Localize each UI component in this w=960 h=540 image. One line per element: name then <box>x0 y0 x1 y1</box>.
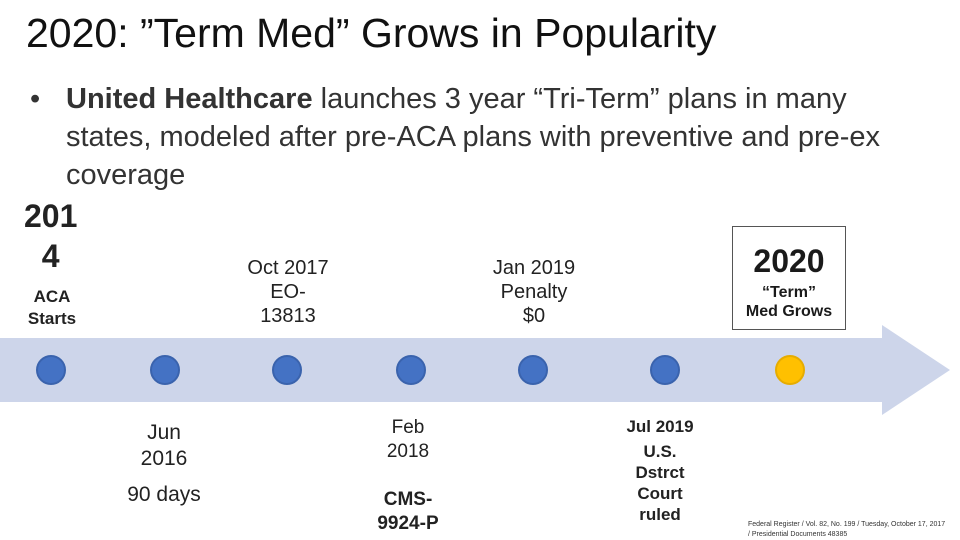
timeline-node-2020 <box>775 355 805 385</box>
bullet-icon: • <box>30 83 41 115</box>
label-box-2020: 2020 “Term” Med Grows <box>732 226 846 330</box>
timeline-node-2014 <box>36 355 66 385</box>
label-jan-2019: Jan 2019 Penalty $0 <box>492 257 576 327</box>
timeline-node-feb-2018 <box>396 355 426 385</box>
bullet-bold-text: United Healthcare <box>66 83 313 115</box>
timeline-node-jun-2016 <box>150 355 180 385</box>
year-2020: 2020 <box>753 243 825 279</box>
timeline-node-oct-2017 <box>272 355 302 385</box>
slide-title: 2020: ”Term Med” Grows in Popularity <box>26 10 717 56</box>
label-jun-2016: Jun 2016 90 days <box>127 421 201 506</box>
bullet-rest-text: launches 3 year “Tri-Term” plans in many… <box>66 83 881 191</box>
label-oct-2017: Oct 2017 EO- 13813 <box>247 257 329 327</box>
timeline-arrow-shape <box>0 325 950 415</box>
label-2014: 201 4 <box>24 198 78 274</box>
label-aca-starts: ACA Starts <box>27 287 77 328</box>
footnote: Federal Register / Vol. 82, No. 199 / Tu… <box>748 521 946 538</box>
term-med-label: “Term” Med Grows <box>745 284 833 320</box>
timeline-arrow <box>0 325 950 415</box>
timeline-node-jan-2019 <box>518 355 548 385</box>
timeline-node-jul-2019 <box>650 355 680 385</box>
label-jul-2019: Jul 2019 U.S. Dstrct Court ruled <box>626 417 694 524</box>
bullet-point: • United Healthcare launches 3 year “Tri… <box>30 80 910 194</box>
bullet-text: United Healthcare launches 3 year “Tri-T… <box>66 80 910 194</box>
label-feb-2018: Feb 2018 CMS- 9924-P <box>377 417 439 534</box>
